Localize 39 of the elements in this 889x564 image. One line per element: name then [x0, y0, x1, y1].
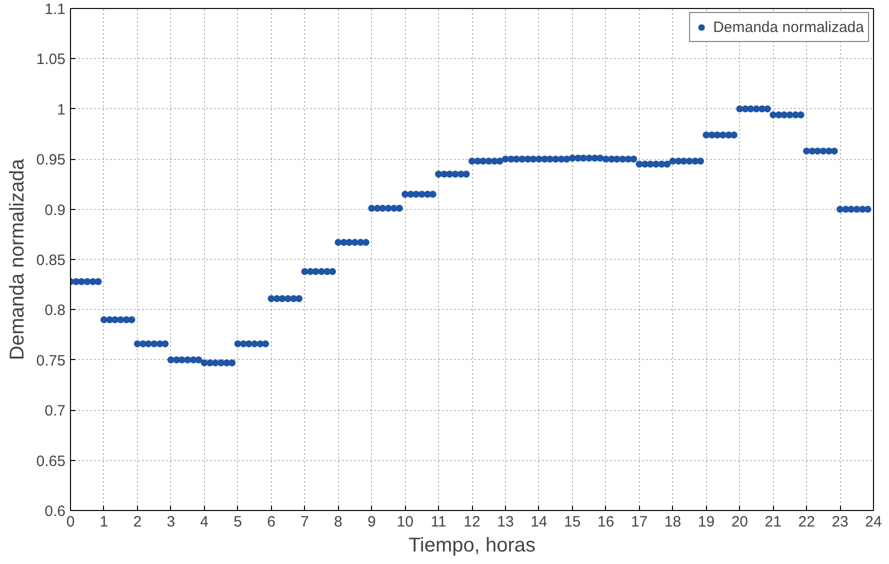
x-tick-label: 20: [731, 514, 748, 530]
x-tick-label: 18: [664, 514, 682, 530]
x-tick-label: 9: [367, 514, 376, 530]
x-tick-label: 17: [630, 514, 648, 530]
x-tick-label: 7: [300, 514, 309, 530]
x-tick-label: 22: [798, 514, 815, 530]
x-tick-label: 15: [564, 514, 581, 530]
x-tick-label: 13: [497, 514, 514, 530]
y-tick-label: 1.05: [36, 51, 66, 68]
x-tick-label: 2: [133, 514, 142, 530]
y-axis-title: Demanda normalizada: [6, 158, 28, 360]
x-tick-label: 6: [267, 514, 276, 530]
x-tick-label: 12: [464, 514, 480, 530]
x-tick-label: 11: [430, 514, 446, 530]
y-tick-label: 1.1: [44, 1, 66, 18]
x-tick-label: 16: [597, 514, 614, 530]
y-tick-label: 0.7: [44, 402, 66, 420]
x-tick-label: 24: [865, 514, 882, 530]
x-tick-label: 1: [100, 514, 108, 530]
legend-label: Demanda normalizada: [713, 18, 864, 36]
x-tick-label: 19: [698, 514, 715, 530]
x-tick-label: 3: [166, 514, 176, 530]
y-tick-label: 0.9: [44, 202, 66, 219]
x-axis-title: Tiempo, horas: [408, 534, 536, 556]
y-tick-label: 1: [57, 101, 66, 118]
x-tick-label: 14: [530, 514, 548, 530]
y-tick-label: 0.6: [44, 503, 66, 520]
x-tick-label: 21: [764, 514, 782, 530]
x-tick-label: 4: [200, 514, 209, 530]
y-tick-label: 0.95: [36, 152, 66, 169]
x-tick-label: 23: [832, 514, 848, 530]
x-tick-label: 8: [334, 514, 342, 530]
y-tick-label: 0.75: [36, 352, 66, 370]
y-tick-label: 0.65: [36, 452, 66, 470]
x-tick-label: 10: [396, 514, 414, 530]
y-tick-label: 0.85: [36, 252, 66, 269]
x-tick-label: 5: [234, 514, 242, 530]
x-tick-label: 0: [66, 514, 75, 530]
y-tick-label: 0.8: [44, 302, 66, 320]
